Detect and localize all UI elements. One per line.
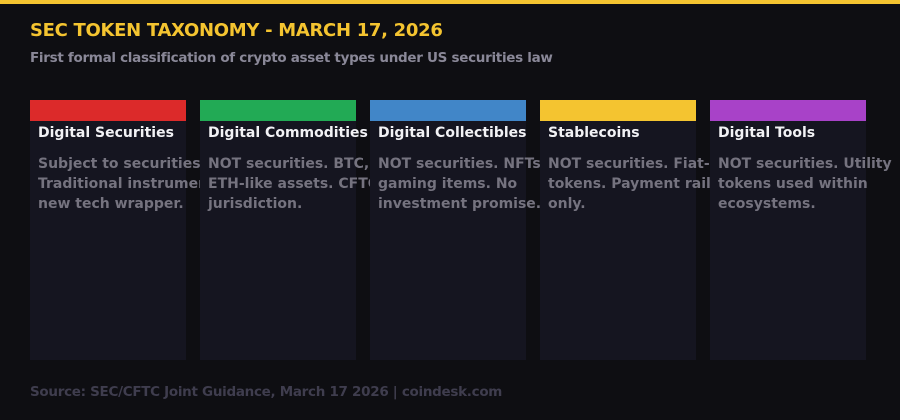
card-description: NOT securities. Utility tokens used withi… — [718, 154, 892, 214]
description-line: ETH-like assets. CFTC — [208, 176, 379, 192]
taxonomy-card: Digital Tools NOT securities. Utility toke… — [710, 100, 892, 360]
description-line: ecosystems. — [718, 196, 816, 212]
description-line: Traditional instrumen — [38, 176, 209, 192]
description-line: jurisdiction. — [208, 196, 303, 212]
description-line: new tech wrapper. — [38, 196, 184, 212]
description-line: NOT securities. BTC, — [208, 156, 370, 172]
card-color-bar — [200, 100, 356, 121]
card-color-bar — [30, 100, 186, 121]
card-color-bar — [710, 100, 866, 121]
card-title: Digital Securities — [38, 125, 174, 141]
taxonomy-card: Digital Securities Subject to securities T… — [30, 100, 208, 360]
taxonomy-card: Digital Collectibles NOT securities. NFTs… — [370, 100, 541, 360]
description-line: NOT securities. NFTs — [378, 156, 541, 172]
card-description: Subject to securities Traditional instrum… — [38, 154, 208, 214]
description-line: gaming items. No — [378, 176, 518, 192]
top-accent-bar — [0, 0, 900, 4]
card-title: Digital Tools — [718, 125, 816, 141]
card-description: NOT securities. BTC, ETH-like assets. CFT… — [208, 154, 378, 214]
description-line: only. — [548, 196, 586, 212]
page-subtitle: First formal classification of crypto as… — [30, 50, 553, 66]
card-title: Stablecoins — [548, 125, 640, 141]
card-color-bar — [370, 100, 526, 121]
card-description: NOT securities. NFTs gaming items. No inve… — [378, 154, 541, 214]
taxonomy-card: Stablecoins NOT securities. Fiat-tokens. … — [540, 100, 711, 360]
description-line: Subject to securities — [38, 156, 201, 172]
page-title: SEC TOKEN TAXONOMY - MARCH 17, 2026 — [30, 20, 443, 41]
description-line: tokens. Payment rail — [548, 176, 711, 192]
description-line: investment promise. — [378, 196, 542, 212]
description-line: tokens used within — [718, 176, 868, 192]
card-title: Digital Collectibles — [378, 125, 527, 141]
card-title: Digital Commodities — [208, 125, 368, 141]
source-footer: Source: SEC/CFTC Joint Guidance, March 1… — [30, 384, 503, 400]
taxonomy-card: Digital Commodities NOT securities. BTC, E… — [200, 100, 378, 360]
card-color-bar — [540, 100, 696, 121]
description-line: NOT securities. Fiat- — [548, 156, 710, 172]
card-description: NOT securities. Fiat-tokens. Payment rai… — [548, 154, 711, 214]
description-line: NOT securities. Utility — [718, 156, 892, 172]
